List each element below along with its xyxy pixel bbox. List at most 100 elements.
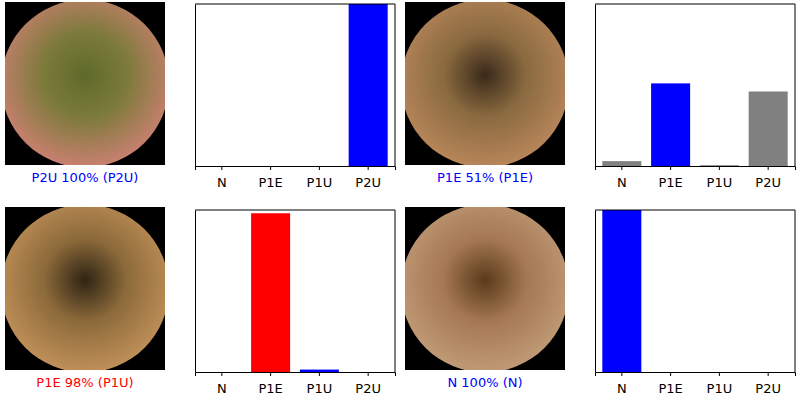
frame-right <box>395 210 396 372</box>
y-axis-line <box>595 5 596 167</box>
bar <box>202 166 241 167</box>
tick-label: P1E <box>258 175 282 190</box>
tick: N <box>617 166 627 190</box>
bar <box>749 91 788 166</box>
tick-label: P2U <box>355 175 381 190</box>
endoscopy-image <box>1 0 169 168</box>
tick-mark <box>319 166 320 170</box>
tick-mark <box>368 166 369 170</box>
tick-mark <box>719 372 720 376</box>
image-field <box>405 207 565 370</box>
tick: P1U <box>307 372 333 396</box>
tick-label: P1E <box>658 175 682 190</box>
tick: N <box>617 372 627 396</box>
bar <box>349 372 388 373</box>
x-axis-line <box>196 167 396 171</box>
tick-label: P2U <box>755 381 781 396</box>
tick: P1E <box>658 166 682 190</box>
image-field <box>5 207 165 370</box>
bars <box>251 213 339 372</box>
tick-mark <box>670 166 671 170</box>
bar <box>651 372 690 373</box>
tick: P1E <box>258 372 282 396</box>
x-axis: N P1E P1U P2U <box>196 166 396 190</box>
frame-right <box>395 4 396 166</box>
tick: P2U <box>755 372 781 396</box>
endoscopy-image <box>1 205 169 373</box>
tick-label: N <box>217 381 227 396</box>
bar-chart: N P1E P1U P2U <box>595 4 796 190</box>
image-field <box>5 2 165 165</box>
y-axis-line <box>195 211 196 373</box>
tick: P2U <box>755 166 781 190</box>
y-axis <box>195 211 196 373</box>
tick: P1U <box>707 166 733 190</box>
x-axis: N P1E P1U P2U <box>196 372 396 396</box>
frame-top <box>195 210 395 211</box>
bar <box>349 4 388 166</box>
bar <box>300 166 339 167</box>
figure: P2U 100% (P2U) N P1E P1U P2U P1E 51% (P1E) N P1… <box>0 0 800 399</box>
y-axis <box>195 5 196 167</box>
tick-mark <box>319 372 320 376</box>
caption: P1E 51% (P1E) <box>437 170 533 185</box>
caption: P1E 98% (P1U) <box>36 375 133 390</box>
bars <box>602 83 787 166</box>
tick-mark <box>719 166 720 170</box>
tick: N <box>217 372 227 396</box>
caption: N 100% (N) <box>447 375 522 390</box>
tick-label: P1E <box>658 381 682 396</box>
x-axis: N P1E P1U P2U <box>596 372 796 396</box>
bar <box>602 161 641 166</box>
tick-label: P2U <box>755 175 781 190</box>
tick-label: P1U <box>707 381 733 396</box>
bars <box>349 4 388 166</box>
bar <box>651 83 690 166</box>
tick-label: P2U <box>355 381 381 396</box>
bars <box>602 210 641 372</box>
tick-mark <box>621 166 622 170</box>
bar-chart: N P1E P1U P2U <box>595 210 796 396</box>
tick: P2U <box>355 372 381 396</box>
tick-label: N <box>217 175 227 190</box>
tick: N <box>217 166 227 190</box>
tick-mark <box>221 372 222 376</box>
y-axis <box>595 211 596 373</box>
bar <box>300 370 339 372</box>
caption: P2U 100% (P2U) <box>32 170 139 185</box>
bar <box>602 210 641 372</box>
frame-right <box>795 4 796 166</box>
bar <box>251 213 290 372</box>
bar <box>700 372 739 373</box>
tick: P1U <box>707 372 733 396</box>
frame-top <box>195 4 395 5</box>
bar <box>749 372 788 373</box>
tick-mark <box>368 372 369 376</box>
tick-label: P1U <box>307 175 333 190</box>
image-field <box>405 2 565 165</box>
tick-label: N <box>617 175 627 190</box>
y-axis <box>595 5 596 167</box>
x-axis-line <box>596 373 796 377</box>
bar-chart: N P1E P1U P2U <box>195 4 396 190</box>
tick-mark <box>768 166 769 170</box>
y-axis-line <box>595 211 596 373</box>
tick: P2U <box>355 166 381 190</box>
tick: P1E <box>258 166 282 190</box>
tick: P1U <box>307 166 333 190</box>
frame-top <box>595 4 795 5</box>
bar <box>202 372 241 373</box>
tick-label: P1U <box>307 381 333 396</box>
tick-mark <box>270 166 271 170</box>
frame-right <box>795 210 796 372</box>
tick-mark <box>670 372 671 376</box>
x-axis-line <box>596 167 796 171</box>
bar <box>700 165 739 166</box>
tick-label: N <box>617 381 627 396</box>
frame-top <box>595 210 795 211</box>
x-axis: N P1E P1U P2U <box>596 166 796 190</box>
bar <box>251 166 290 167</box>
tick-mark <box>270 372 271 376</box>
y-axis-line <box>195 5 196 167</box>
tick: P1E <box>658 372 682 396</box>
